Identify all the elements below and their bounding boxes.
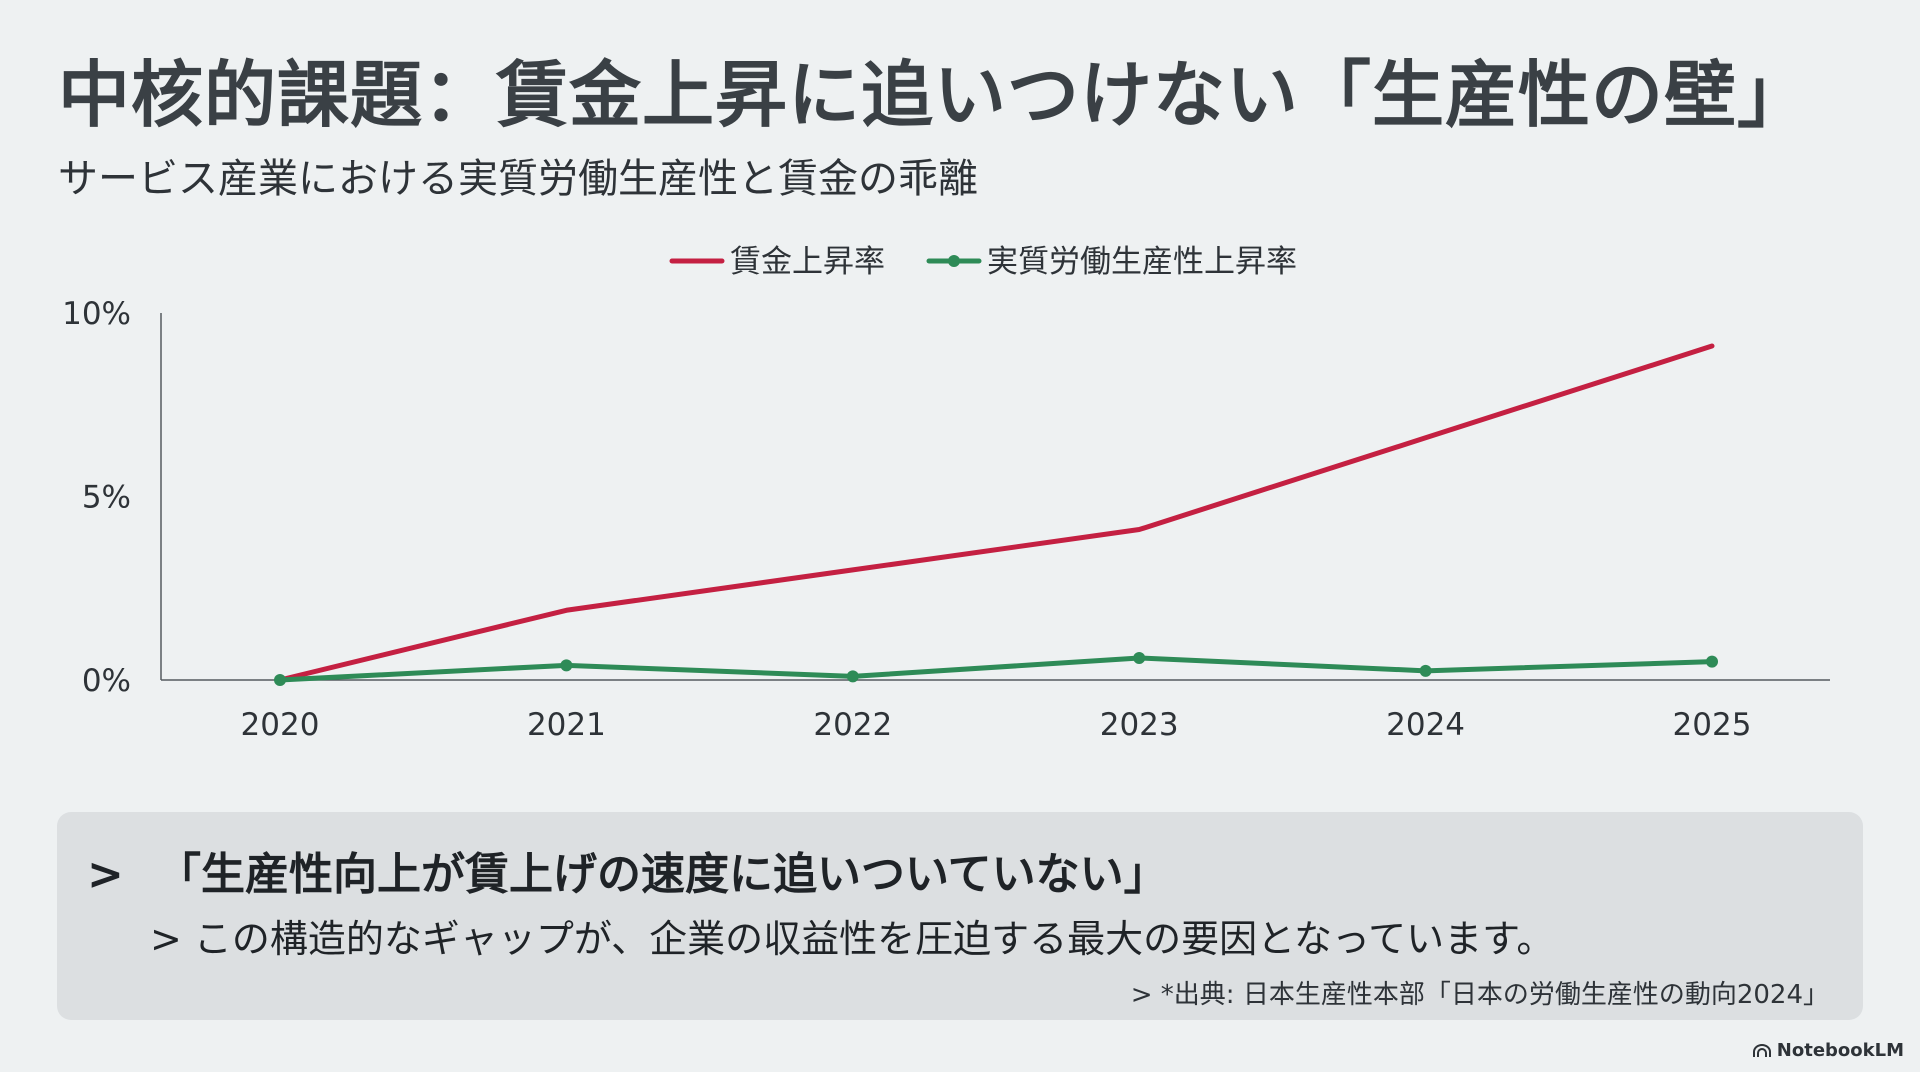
callout-marker: > (87, 849, 124, 900)
series-point (846, 670, 859, 683)
series-point (1419, 664, 1432, 677)
page-title: 中核的課題：賃金上昇に追いつけない「生産性の壁」 (58, 53, 1811, 137)
x-tick-label: 2025 (1673, 707, 1752, 743)
y-tick-label: 0% (82, 663, 131, 699)
legend-label: 実質労働生産性上昇率 (987, 244, 1297, 280)
x-tick-label: 2024 (1386, 707, 1465, 743)
legend-label: 賃金上昇率 (730, 244, 885, 280)
legend-marker (948, 255, 960, 267)
series-point (560, 659, 573, 672)
callout-headline-row: > 「生産性向上が賃上げの速度に追いついていない」 (87, 838, 1168, 902)
key-insight-callout: > 「生産性向上が賃上げの速度に追いついていない」 > この構造的なギャップが、企… (57, 812, 1863, 1020)
x-axis: 2020 2021 2022 2023 2024 2025 (161, 679, 1830, 743)
x-tick-label: 2022 (813, 707, 892, 743)
brand-label: NotebookLM (1776, 1040, 1904, 1061)
line-chart: 賃金上昇率 実質労働生産性上昇率 0% 5% 10% 2020 2021 2022 2023… (62, 244, 1830, 743)
series-point (1133, 651, 1146, 664)
y-axis: 0% 5% 10% (62, 296, 162, 699)
y-tick-label: 5% (82, 480, 131, 516)
series-line-0 (277, 343, 1715, 683)
source-citation: > *出典: 日本生産性本部「日本の労働生産性の動向2024」 (1130, 980, 1829, 1010)
page-subtitle: サービス産業における実質労働生産性と賃金の乖離 (58, 156, 978, 202)
x-tick-label: 2020 (241, 707, 320, 743)
x-tick-label: 2021 (527, 707, 606, 743)
series-layer (274, 343, 1718, 686)
x-tick-label: 2023 (1100, 707, 1179, 743)
callout-headline: 「生産性向上が賃上げの速度に追いついていない」 (157, 849, 1168, 900)
y-tick-label: 10% (62, 296, 131, 332)
notebooklm-logo-icon (1752, 1043, 1771, 1057)
series-point (274, 674, 286, 686)
series-point (1706, 655, 1718, 668)
brand-watermark: NotebookLM (1752, 1040, 1904, 1061)
chart-legend: 賃金上昇率 実質労働生産性上昇率 (669, 244, 1297, 280)
series-line-1 (277, 655, 1715, 683)
callout-detail: > この構造的なギャップが、企業の収益性を圧迫する最大の要因となっています。 (150, 917, 1555, 961)
